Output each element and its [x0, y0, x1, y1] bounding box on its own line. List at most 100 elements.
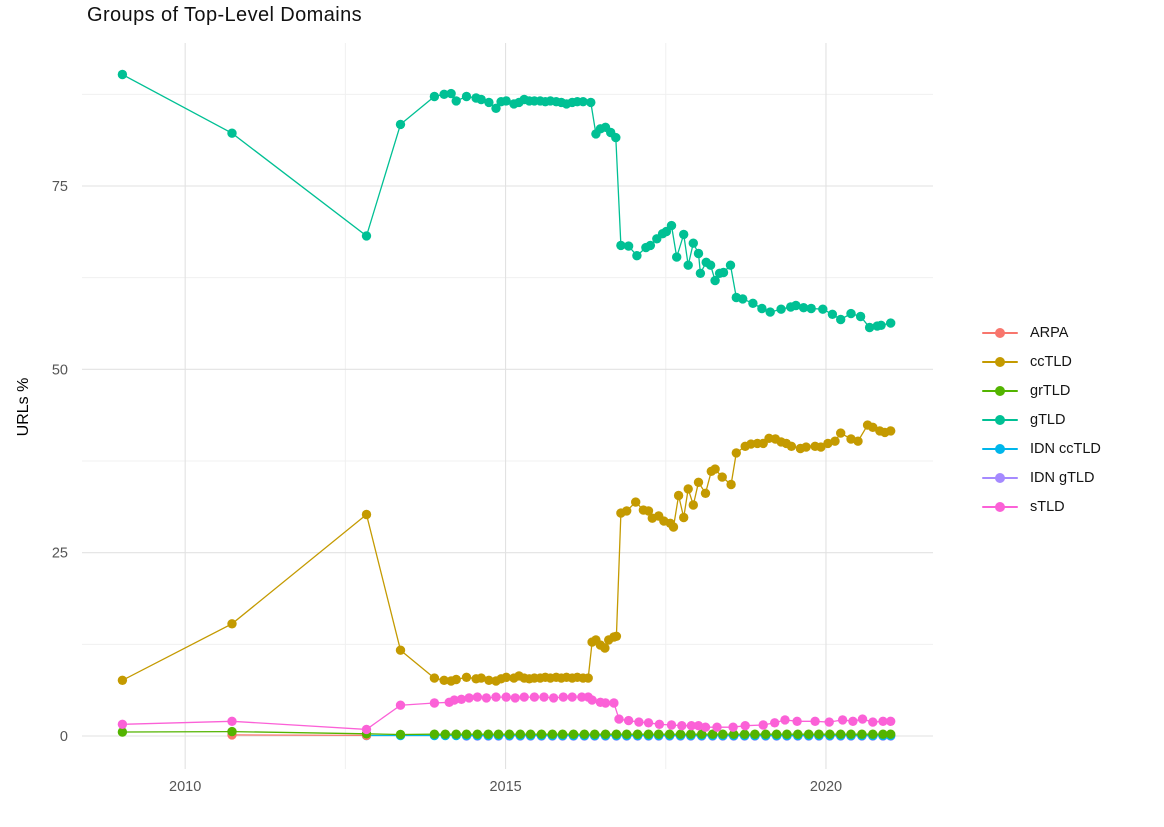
legend-label: IDN gTLD	[1030, 469, 1095, 486]
data-point	[886, 716, 896, 726]
legend-item-gtld: gTLD	[982, 405, 1101, 434]
data-point	[700, 722, 711, 732]
legend-item-idn-gtld: IDN gTLD	[982, 463, 1101, 492]
data-point	[461, 729, 472, 739]
data-point	[611, 729, 622, 739]
data-point	[816, 442, 826, 452]
data-point	[886, 729, 896, 739]
data-point	[846, 729, 856, 739]
data-point	[712, 722, 722, 732]
data-point	[547, 729, 558, 739]
data-point	[731, 448, 741, 458]
data-point	[510, 693, 520, 703]
data-point	[677, 721, 687, 731]
legend-item-stld: sTLD	[982, 492, 1101, 521]
data-point	[761, 729, 771, 739]
data-point	[117, 69, 128, 80]
data-point	[793, 729, 803, 739]
data-point	[868, 717, 878, 727]
legend-key-dot	[995, 414, 1005, 425]
data-point	[484, 97, 494, 108]
data-point	[476, 673, 486, 683]
data-point	[461, 672, 472, 682]
data-point	[483, 729, 493, 739]
legend-label: ARPA	[1030, 324, 1069, 341]
legend-key-dot	[995, 356, 1005, 367]
data-point	[878, 716, 888, 726]
legend-key-dot	[995, 501, 1005, 512]
data-point	[476, 94, 486, 105]
data-point	[632, 729, 643, 739]
data-point	[846, 308, 856, 319]
data-point	[529, 692, 540, 702]
data-point	[227, 619, 237, 629]
data-point	[634, 717, 644, 727]
data-point	[609, 698, 619, 708]
data-point	[818, 304, 828, 314]
data-point	[886, 426, 896, 436]
x-tick-label: 2015	[489, 779, 521, 795]
data-point	[616, 240, 626, 251]
data-point	[643, 729, 654, 739]
data-point	[695, 268, 706, 278]
data-point	[824, 717, 834, 727]
data-point	[536, 729, 547, 739]
data-point	[806, 303, 816, 314]
data-point	[645, 240, 656, 251]
legend-item-grtld: grTLD	[982, 376, 1101, 405]
data-point	[519, 692, 529, 702]
data-point	[836, 428, 846, 438]
data-point	[739, 729, 750, 739]
data-point	[683, 484, 693, 494]
data-point	[688, 238, 698, 248]
data-point	[361, 724, 372, 735]
data-point	[567, 692, 577, 702]
data-point	[395, 700, 406, 710]
data-point	[632, 251, 642, 261]
data-point	[429, 729, 440, 739]
data-point	[568, 729, 579, 739]
legend-label: gTLD	[1030, 411, 1066, 428]
legend-key-dot	[995, 385, 1005, 396]
data-point	[117, 675, 128, 685]
data-point	[501, 96, 511, 106]
legend-key-icon	[982, 385, 1018, 396]
data-point	[515, 729, 525, 739]
legend-label: ccTLD	[1030, 353, 1072, 370]
legend-item-idn-cctld: IDN ccTLD	[982, 434, 1101, 463]
data-point	[558, 692, 568, 702]
data-point	[686, 721, 697, 731]
data-point	[548, 693, 559, 703]
legend-key-icon	[982, 443, 1018, 454]
data-point	[539, 692, 549, 702]
data-point	[814, 729, 824, 739]
data-point	[700, 488, 711, 498]
data-point	[717, 472, 727, 482]
data-point	[654, 729, 664, 739]
data-point	[725, 260, 736, 270]
data-point	[726, 479, 736, 490]
data-point	[578, 97, 588, 107]
data-point	[643, 718, 654, 728]
data-point	[484, 675, 494, 685]
data-point	[804, 729, 814, 739]
data-point	[449, 695, 459, 705]
data-point	[456, 694, 467, 704]
data-point	[848, 716, 858, 726]
data-point	[683, 260, 693, 270]
data-point	[493, 729, 504, 739]
data-point	[504, 729, 515, 739]
data-point	[868, 729, 878, 739]
data-point	[666, 220, 677, 231]
data-point	[750, 729, 760, 739]
data-point	[668, 522, 679, 532]
legend: ARPA ccTLD grTLD gTLD IDN ccTLD IDN gTLD sTLD	[982, 318, 1101, 521]
data-point	[583, 673, 593, 683]
data-point	[586, 97, 596, 108]
data-point	[770, 718, 780, 728]
data-point	[429, 698, 440, 708]
data-point	[451, 729, 461, 739]
data-point	[758, 720, 768, 730]
data-point	[611, 132, 621, 143]
data-point	[429, 673, 440, 683]
